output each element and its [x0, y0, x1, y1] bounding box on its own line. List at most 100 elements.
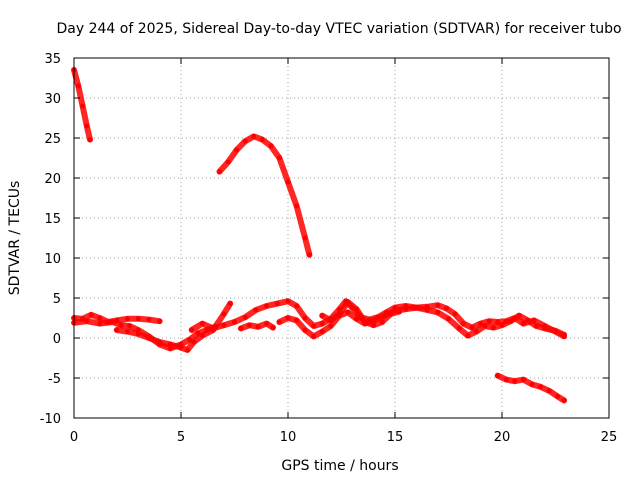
data-point	[561, 332, 567, 338]
data-point	[546, 388, 552, 394]
data-point	[520, 321, 526, 327]
data-point	[97, 315, 103, 321]
data-point	[520, 377, 526, 383]
data-point	[268, 143, 274, 149]
data-point	[210, 325, 216, 331]
data-point	[379, 319, 385, 325]
data-point	[247, 322, 252, 328]
data-point	[125, 316, 130, 322]
data-point	[114, 327, 120, 333]
data-point	[336, 311, 342, 317]
data-point	[345, 309, 351, 315]
data-point	[146, 317, 152, 323]
y-tick-label: 0	[53, 332, 61, 347]
data-point	[503, 377, 509, 383]
data-point	[125, 329, 130, 335]
data-point	[424, 307, 430, 313]
data-point	[311, 323, 317, 329]
data-point	[157, 339, 163, 345]
data-point	[227, 301, 233, 307]
data-point	[302, 327, 308, 333]
data-point	[413, 305, 419, 311]
data-point	[225, 159, 231, 165]
data-point	[486, 318, 492, 324]
data-point	[512, 378, 518, 384]
y-tick-label: 35	[44, 52, 61, 67]
data-point	[354, 316, 359, 322]
data-point	[80, 103, 86, 109]
data-point	[255, 324, 261, 330]
plot-frame	[73, 57, 610, 419]
data-point	[274, 301, 280, 307]
data-point	[302, 315, 308, 321]
data-point	[294, 317, 300, 323]
data-point	[97, 321, 103, 327]
x-tick-label: 0	[70, 430, 78, 445]
data-point	[328, 323, 334, 329]
data-point	[84, 318, 90, 324]
series-line-track-9	[319, 299, 403, 329]
data-point	[251, 133, 257, 139]
data-point	[469, 325, 475, 331]
data-point	[146, 335, 152, 341]
data-point	[371, 322, 377, 328]
y-tick-label: 5	[53, 292, 61, 307]
data-point	[88, 312, 94, 318]
data-point	[157, 318, 163, 324]
data-point	[456, 325, 462, 331]
data-point	[285, 179, 291, 185]
data-point	[285, 315, 291, 321]
data-point	[189, 327, 195, 333]
data-point	[452, 311, 458, 317]
data-point	[403, 306, 409, 312]
data-point	[221, 322, 227, 328]
data-point	[242, 138, 248, 144]
data-point	[482, 323, 488, 329]
y-tick-label: -10	[40, 412, 61, 427]
data-point	[508, 318, 514, 324]
data-point	[542, 325, 548, 331]
data-point	[234, 147, 240, 153]
data-point	[396, 309, 402, 315]
data-point	[276, 155, 282, 161]
data-point	[294, 203, 300, 209]
data-point	[191, 339, 197, 345]
data-point	[302, 235, 308, 241]
data-point	[187, 337, 193, 343]
data-point	[529, 381, 535, 387]
data-point	[354, 306, 359, 312]
data-point	[238, 325, 244, 331]
data-point	[178, 345, 184, 351]
axis-ticks: 0 5 10 15 20 25 -10 -5 0 5 10 15 20 25 30 35	[40, 52, 618, 445]
data-point	[110, 319, 115, 325]
data-point	[135, 331, 141, 337]
data-point	[311, 333, 317, 339]
data-point	[499, 322, 505, 328]
y-tick-label: -5	[48, 372, 61, 387]
y-tick-label: 10	[44, 252, 61, 267]
data-point	[253, 307, 259, 313]
x-tick-label: 10	[280, 430, 297, 445]
data-point	[362, 319, 368, 325]
x-axis-label: GPS time / hours	[281, 458, 398, 474]
data-point	[516, 313, 522, 319]
data-point	[259, 137, 265, 143]
data-point	[276, 319, 282, 325]
data-point	[127, 323, 133, 329]
data-point	[525, 317, 531, 323]
data-point	[443, 305, 449, 311]
data-point	[199, 333, 205, 339]
x-tick-label: 5	[177, 430, 185, 445]
data-point	[199, 321, 205, 327]
data-point	[184, 347, 190, 353]
data-point	[232, 319, 237, 325]
data-point	[465, 333, 471, 339]
x-tick-label: 25	[601, 430, 618, 445]
data-point	[221, 311, 227, 317]
data-point	[473, 329, 479, 335]
data-point	[319, 329, 325, 335]
data-point	[118, 322, 124, 328]
data-point	[135, 316, 141, 322]
